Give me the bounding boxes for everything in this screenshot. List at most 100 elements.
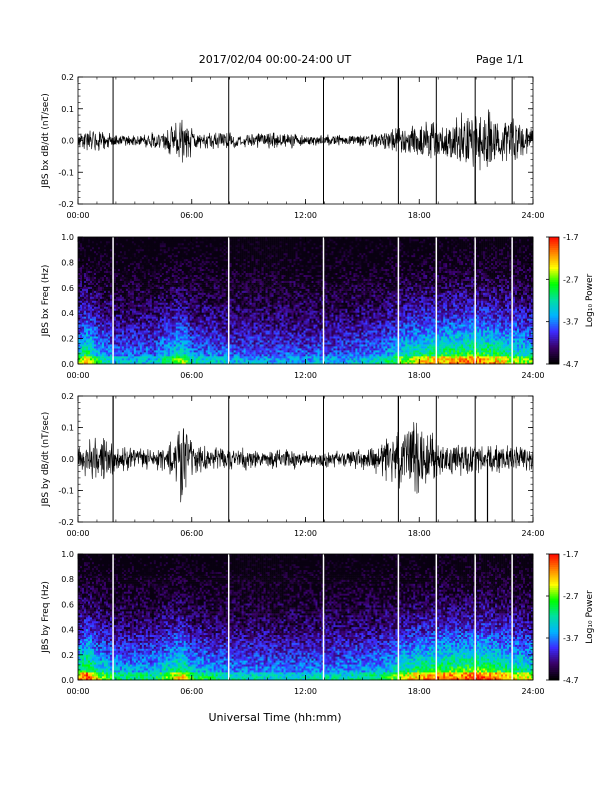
spectrogram-cell bbox=[125, 246, 129, 250]
spectrogram-cell bbox=[133, 298, 137, 301]
spectrogram-cell bbox=[85, 320, 89, 323]
spectrogram-cell bbox=[213, 338, 216, 341]
spectrogram-cell bbox=[217, 250, 220, 254]
spectrogram-cell bbox=[159, 278, 163, 281]
spectrogram-cell bbox=[91, 354, 95, 357]
spectrogram-cell bbox=[185, 276, 189, 279]
spectrogram-cell bbox=[225, 246, 228, 250]
spectrogram-cell bbox=[191, 358, 195, 361]
spectrogram-cell bbox=[217, 308, 220, 311]
spectrogram-cell bbox=[195, 362, 199, 365]
spectrogram-cell bbox=[151, 348, 155, 351]
spectrogram-cell bbox=[191, 246, 195, 250]
spectrogram-cell bbox=[187, 248, 191, 252]
spectrogram-cell bbox=[113, 264, 117, 268]
spectrogram-cell bbox=[165, 270, 169, 274]
spectrogram-cell bbox=[147, 328, 151, 331]
spectrogram-cell bbox=[193, 286, 197, 289]
spectrogram-cell bbox=[93, 244, 97, 248]
spectrogram-cell bbox=[105, 340, 109, 343]
spectrogram-cell bbox=[193, 316, 197, 319]
spectrogram-cell bbox=[133, 324, 137, 327]
spectrogram-cell bbox=[143, 324, 147, 327]
spectrogram-cell bbox=[163, 320, 167, 323]
spectrogram-cell bbox=[109, 310, 113, 313]
spectrogram-cell bbox=[121, 344, 125, 347]
spectrogram-cell bbox=[123, 332, 127, 335]
spectrogram-cell bbox=[95, 290, 99, 293]
spectrogram-cell bbox=[177, 312, 181, 315]
spectrogram-cell bbox=[133, 356, 137, 359]
spectrogram-cell bbox=[141, 304, 145, 307]
spectrogram-cell bbox=[215, 314, 218, 317]
spectrogram-cell bbox=[209, 316, 213, 319]
spectrogram-cell bbox=[101, 270, 105, 274]
spectrogram-cell bbox=[185, 258, 189, 262]
spectrogram-cell bbox=[91, 298, 95, 301]
spectrogram-cell bbox=[129, 288, 133, 291]
spectrogram-cell bbox=[181, 238, 185, 242]
spectrogram-cell bbox=[153, 340, 157, 343]
spectrogram-cell bbox=[87, 308, 91, 311]
spectrogram-cell bbox=[171, 358, 175, 361]
spectrogram-cell bbox=[163, 288, 167, 291]
spectrogram-cell bbox=[95, 304, 99, 307]
spectrogram-cell bbox=[221, 310, 224, 313]
spectrogram-cell bbox=[191, 300, 195, 303]
spectrogram-cell bbox=[129, 266, 133, 270]
spectrogram-cell bbox=[129, 292, 133, 295]
spectrogram-cell bbox=[219, 330, 222, 333]
spectrogram-cell bbox=[87, 310, 91, 313]
spectrogram-cell bbox=[80, 354, 83, 357]
spectrogram-cell bbox=[113, 312, 117, 315]
spectrogram-cell bbox=[171, 298, 175, 301]
spectrogram-cell bbox=[155, 338, 159, 341]
spectrogram-cell bbox=[93, 322, 97, 325]
spectrogram-cell bbox=[187, 318, 191, 321]
spectrogram-cell bbox=[159, 346, 163, 349]
spectrogram-cell bbox=[149, 360, 153, 363]
spectrogram-cell bbox=[181, 296, 185, 299]
spectrogram-cell bbox=[103, 242, 107, 246]
spectrogram-cell bbox=[199, 298, 203, 301]
x-tick-label: 18:00 bbox=[408, 211, 431, 220]
spectrogram-cell bbox=[78, 306, 81, 309]
spectrogram-cell bbox=[141, 312, 145, 315]
spectrogram-cell bbox=[81, 362, 85, 365]
spectrogram-cell bbox=[157, 338, 161, 341]
spectrogram-cell bbox=[145, 358, 149, 361]
spectrogram-cell bbox=[169, 248, 173, 252]
spectrogram-cell bbox=[107, 340, 111, 343]
spectrogram-cell bbox=[203, 330, 207, 333]
spectrogram-cell bbox=[127, 292, 131, 295]
spectrogram-cell bbox=[193, 258, 197, 262]
spectrogram-cell bbox=[119, 304, 123, 307]
spectrogram-cell bbox=[109, 298, 113, 301]
spectrogram-cell bbox=[123, 254, 127, 258]
spectrogram-cell bbox=[161, 324, 165, 327]
spectrogram-cell bbox=[163, 338, 167, 341]
spectrogram-cell bbox=[211, 344, 215, 347]
spectrogram-cell bbox=[143, 348, 147, 351]
spectrogram-cell bbox=[81, 322, 85, 325]
spectrogram-cell bbox=[115, 300, 119, 303]
spectrogram-cell bbox=[89, 332, 93, 335]
spectrogram-cell bbox=[149, 298, 153, 301]
spectrogram-cell bbox=[215, 346, 218, 349]
spectrogram-cell bbox=[207, 270, 211, 274]
spectrogram-cell bbox=[181, 312, 185, 315]
spectrogram-cell bbox=[201, 336, 205, 339]
spectrogram-cell bbox=[155, 256, 159, 260]
spectrogram-cell bbox=[165, 308, 169, 311]
spectrogram-cell bbox=[123, 342, 127, 345]
spectrogram-cell bbox=[99, 310, 103, 313]
spectrogram-cell bbox=[157, 264, 161, 268]
spectrogram-cell bbox=[189, 268, 193, 272]
spectrogram-cell bbox=[171, 334, 175, 337]
spectrogram-cell bbox=[201, 306, 205, 309]
spectrogram-cell bbox=[185, 328, 189, 331]
spectrogram-cell bbox=[189, 312, 193, 315]
spectrogram-cell bbox=[141, 258, 145, 262]
spectrogram-cell bbox=[81, 294, 85, 297]
spectrogram-cell bbox=[173, 270, 177, 274]
